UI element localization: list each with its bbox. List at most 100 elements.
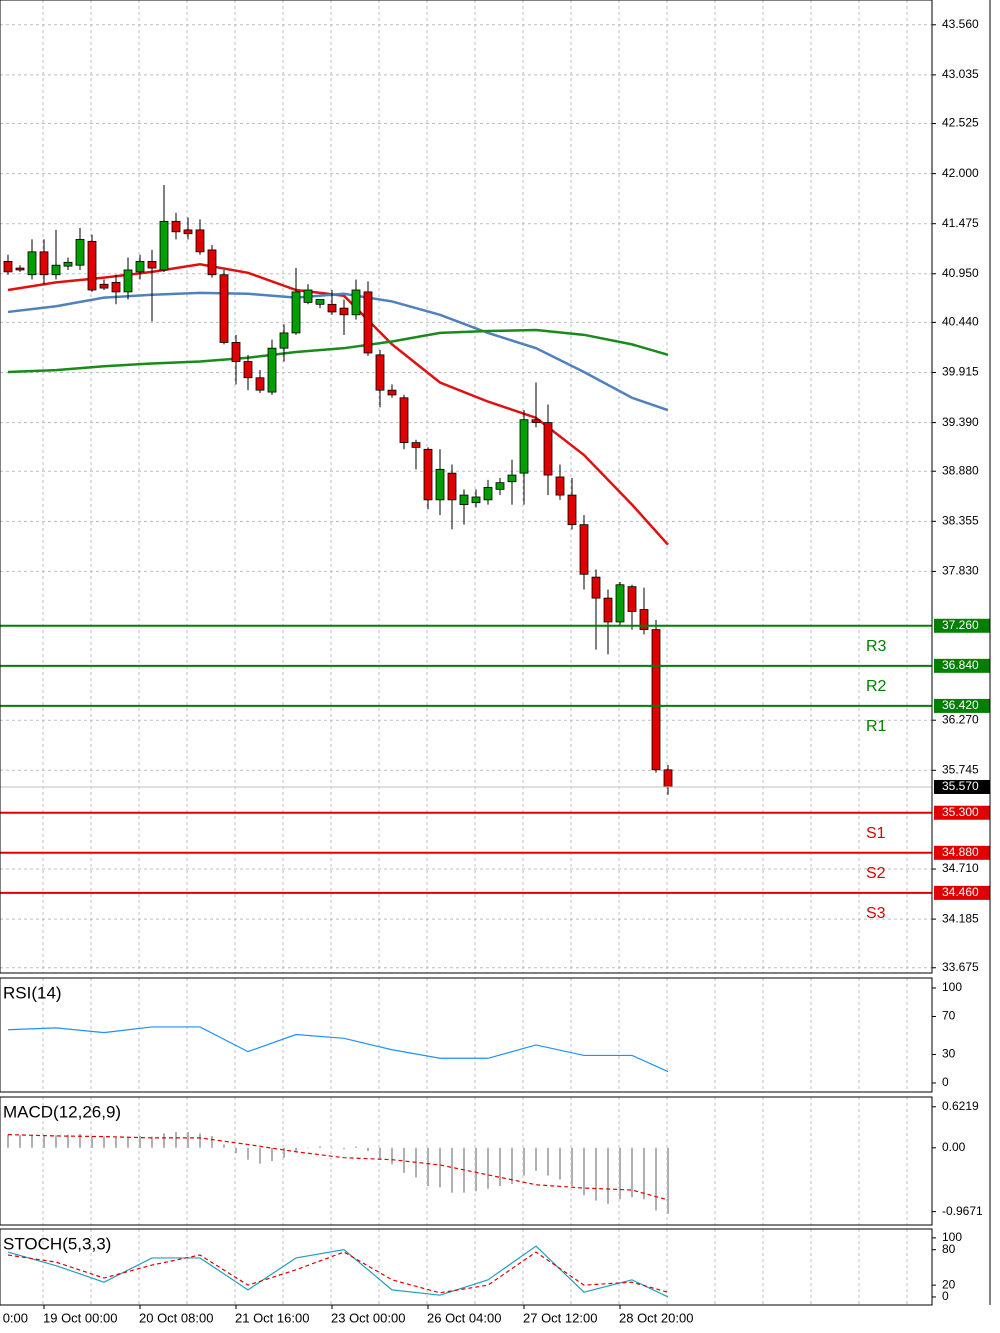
histogram-bar xyxy=(235,1147,237,1154)
histogram-bar xyxy=(223,1144,225,1148)
candle-body xyxy=(135,260,145,273)
candle-body xyxy=(627,586,637,612)
candle-body xyxy=(171,220,181,233)
candle-body xyxy=(579,524,589,575)
level-box xyxy=(934,658,990,673)
candle-body xyxy=(363,291,373,354)
histogram-bar xyxy=(487,1147,489,1189)
candle-body xyxy=(243,361,253,379)
panel-frame xyxy=(0,0,933,974)
candle-body xyxy=(147,260,157,269)
x-tick-label: 26 Oct 04:00 xyxy=(427,1310,501,1325)
histogram-bar xyxy=(331,1147,333,1149)
candle-body xyxy=(651,629,661,771)
candle-body xyxy=(291,291,301,334)
candle-body xyxy=(3,260,13,273)
level-value: 34.880 xyxy=(942,845,979,859)
histogram-bar xyxy=(475,1147,477,1192)
level-label: S3 xyxy=(866,905,886,922)
y-tick-label: -0.9671 xyxy=(942,1204,983,1218)
histogram-bar xyxy=(19,1135,21,1148)
candle-body xyxy=(351,289,361,316)
level-box xyxy=(934,885,990,900)
candle-body xyxy=(267,347,277,393)
level-box xyxy=(934,618,990,633)
histogram-bar xyxy=(7,1134,9,1148)
x-tick-label: 0:00 xyxy=(3,1310,28,1325)
histogram-bar xyxy=(391,1147,393,1165)
y-tick-label: 0 xyxy=(942,1289,949,1303)
indicator-line xyxy=(7,1026,669,1073)
y-tick-label: 42.525 xyxy=(942,116,979,130)
candle-body xyxy=(195,229,205,253)
candle-body xyxy=(51,264,61,276)
histogram-bar xyxy=(151,1136,153,1148)
level-value: 37.260 xyxy=(942,618,979,632)
histogram-bar xyxy=(79,1133,81,1148)
candle-body xyxy=(123,269,133,293)
candle-body xyxy=(39,251,49,276)
indicator-line xyxy=(7,1134,669,1201)
level-value: 36.840 xyxy=(942,658,979,672)
candle-body xyxy=(543,422,553,476)
y-tick-label: 35.745 xyxy=(942,762,979,776)
histogram-bar xyxy=(43,1135,45,1148)
y-tick-label: 42.000 xyxy=(942,166,979,180)
y-tick-label: 37.830 xyxy=(942,564,979,578)
candle-body xyxy=(603,597,613,623)
y-tick-label: 34.185 xyxy=(942,911,979,925)
histogram-bar xyxy=(427,1147,429,1187)
histogram-bar xyxy=(643,1147,645,1200)
level-label: S2 xyxy=(866,865,886,882)
panel-title: STOCH(5,3,3) xyxy=(3,1234,111,1253)
histogram-bar xyxy=(499,1147,501,1187)
histogram-bar xyxy=(595,1147,597,1201)
moving-average xyxy=(7,291,669,412)
x-tick-label: 27 Oct 12:00 xyxy=(523,1310,597,1325)
candle-body xyxy=(315,299,325,305)
histogram-bar xyxy=(127,1136,129,1148)
level-label: R3 xyxy=(866,638,887,655)
level-value: 35.300 xyxy=(942,805,979,819)
y-tick-label: 43.035 xyxy=(942,67,979,81)
candle-body xyxy=(615,584,625,623)
histogram-bar xyxy=(379,1147,381,1160)
candle-body xyxy=(327,303,337,313)
candle-body xyxy=(639,609,649,630)
candle-body xyxy=(63,261,73,267)
candle-body xyxy=(15,267,25,271)
y-tick-label: 34.710 xyxy=(942,861,979,875)
histogram-bar xyxy=(535,1147,537,1171)
histogram-bar xyxy=(115,1137,117,1148)
y-tick-label: 0 xyxy=(942,1075,949,1089)
level-label: R2 xyxy=(866,678,887,695)
panel-frame xyxy=(0,1228,933,1306)
histogram-bar xyxy=(91,1135,93,1148)
y-tick-label: 38.880 xyxy=(942,463,979,477)
x-tick-label: 20 Oct 08:00 xyxy=(139,1310,213,1325)
histogram-bar xyxy=(451,1147,453,1193)
level-label: S1 xyxy=(866,825,886,842)
moving-average xyxy=(7,328,669,374)
candle-body xyxy=(207,249,217,276)
histogram-bar xyxy=(583,1147,585,1196)
histogram-bar xyxy=(439,1147,441,1188)
histogram-bar xyxy=(559,1147,561,1180)
histogram-bar xyxy=(355,1146,357,1148)
level-label: R1 xyxy=(866,718,887,735)
y-tick-label: 40.440 xyxy=(942,315,979,329)
candle-body xyxy=(531,419,541,423)
histogram-bar xyxy=(607,1147,609,1204)
y-tick-label: 39.390 xyxy=(942,415,979,429)
histogram-bar xyxy=(163,1133,165,1148)
histogram-bar xyxy=(247,1147,249,1160)
histogram-bar xyxy=(187,1131,189,1148)
histogram-bar xyxy=(259,1147,261,1164)
candle-body xyxy=(423,448,433,501)
histogram-bar xyxy=(655,1147,657,1211)
histogram-bar xyxy=(403,1147,405,1173)
histogram-bar xyxy=(67,1134,69,1148)
candle-body xyxy=(219,274,229,343)
panel-title: MACD(12,26,9) xyxy=(3,1102,121,1121)
